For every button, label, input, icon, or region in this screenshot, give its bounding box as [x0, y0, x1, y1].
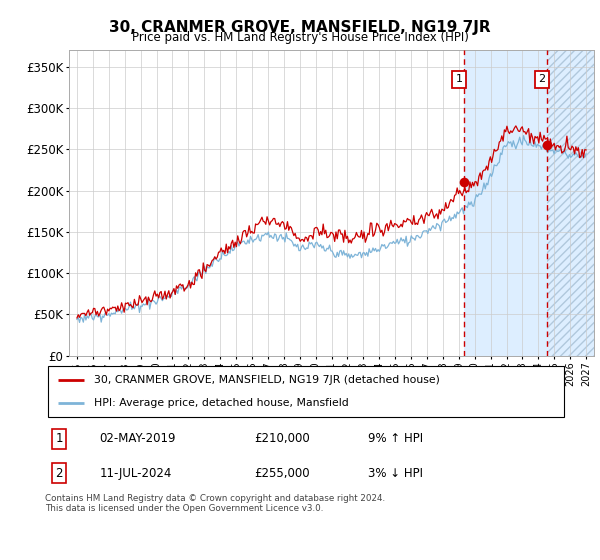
Text: 1: 1 — [456, 74, 463, 84]
Text: 30, CRANMER GROVE, MANSFIELD, NG19 7JR (detached house): 30, CRANMER GROVE, MANSFIELD, NG19 7JR (… — [94, 375, 440, 385]
Text: Contains HM Land Registry data © Crown copyright and database right 2024.
This d: Contains HM Land Registry data © Crown c… — [45, 494, 385, 514]
Text: 2: 2 — [56, 466, 63, 479]
Bar — [464, 50, 547, 356]
Bar — [547, 50, 594, 356]
Text: Price paid vs. HM Land Registry's House Price Index (HPI): Price paid vs. HM Land Registry's House … — [131, 31, 469, 44]
Text: 2: 2 — [538, 74, 545, 84]
Text: £210,000: £210,000 — [254, 432, 310, 445]
Text: HPI: Average price, detached house, Mansfield: HPI: Average price, detached house, Mans… — [94, 398, 349, 408]
Text: 3% ↓ HPI: 3% ↓ HPI — [368, 466, 423, 479]
Text: 02-MAY-2019: 02-MAY-2019 — [100, 432, 176, 445]
Text: 30, CRANMER GROVE, MANSFIELD, NG19 7JR: 30, CRANMER GROVE, MANSFIELD, NG19 7JR — [109, 20, 491, 35]
Text: 9% ↑ HPI: 9% ↑ HPI — [368, 432, 423, 445]
Text: 1: 1 — [56, 432, 63, 445]
Text: £255,000: £255,000 — [254, 466, 310, 479]
Text: 11-JUL-2024: 11-JUL-2024 — [100, 466, 172, 479]
